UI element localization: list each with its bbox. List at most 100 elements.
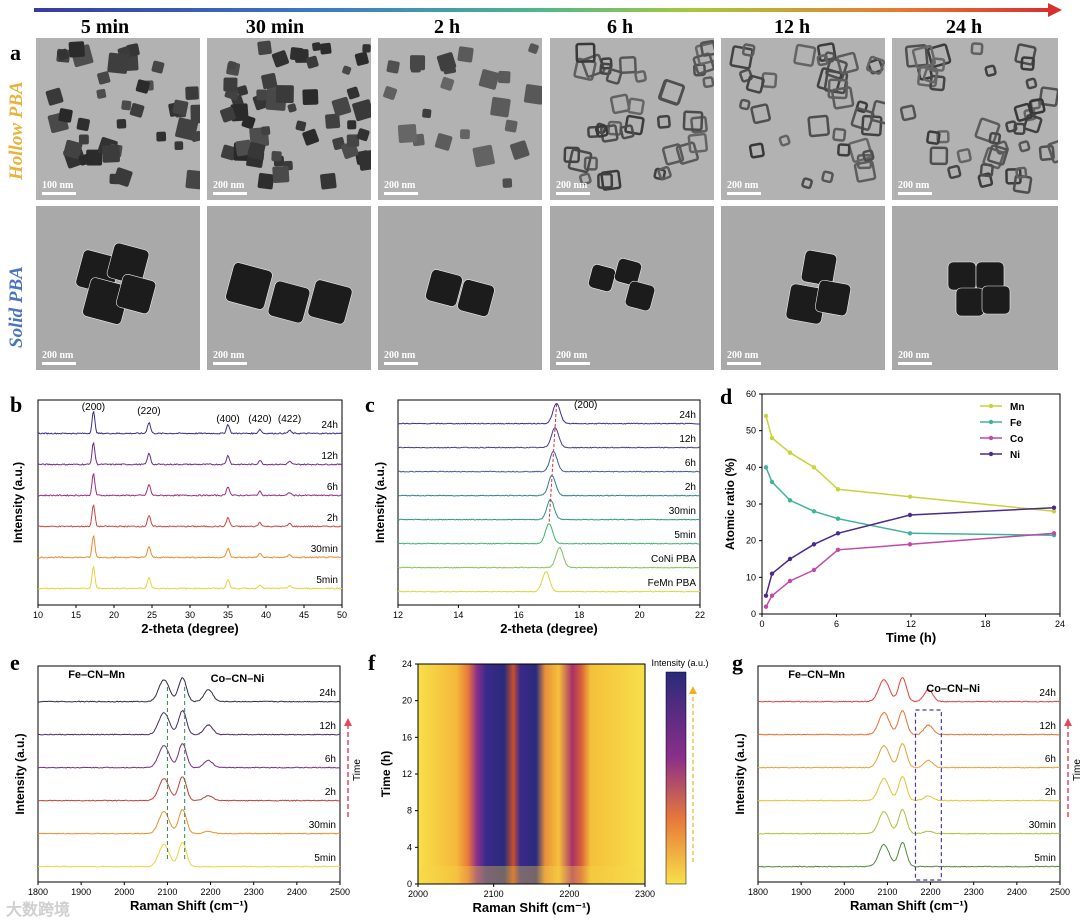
annotation-co-cn-ni: Co–CN–Ni	[926, 683, 980, 695]
tem-particle	[302, 89, 319, 106]
tem-particle	[319, 42, 332, 55]
x-tick-label: 2000	[114, 887, 134, 897]
tem-particle	[807, 114, 830, 138]
annotation-co-cn-ni: Co–CN–Ni	[211, 673, 265, 685]
scale-bar-label: 200 nm	[727, 180, 759, 191]
tem-particle	[699, 39, 714, 57]
tem-particle	[830, 86, 855, 110]
tem-particle	[460, 129, 470, 140]
x-tick-label: 1900	[71, 887, 91, 897]
tem-particle	[261, 73, 278, 90]
tem-particle	[45, 87, 64, 106]
tem-particle	[929, 146, 949, 166]
legend-label: Fe	[1010, 418, 1022, 429]
tem-particle	[692, 52, 714, 75]
legend-marker	[988, 419, 994, 425]
tem-particles	[550, 38, 714, 200]
x-tick-label: 1900	[791, 887, 811, 897]
chart-b-xrd: 10 15 20 25 30 35 40 45 50 2-theta (degree) Intens…	[11, 399, 347, 636]
tem-particle	[741, 43, 756, 57]
tem-particle	[947, 164, 962, 180]
tem-particle	[247, 141, 266, 160]
tem-particles	[207, 38, 371, 200]
scale-bar: 200 nm	[898, 350, 932, 365]
peak-label: (220)	[137, 406, 160, 417]
series-label: 2h	[325, 787, 336, 798]
x-tick-label: 2400	[1007, 887, 1027, 897]
tem-particle	[63, 139, 83, 159]
series-label: FeMn PBA	[648, 578, 697, 589]
tem-particle	[837, 143, 851, 157]
tem-particle	[984, 64, 997, 77]
tem-particle	[346, 134, 360, 147]
series-label: 12h	[679, 434, 696, 445]
time-header-5min: 5 min	[80, 16, 130, 38]
tem-image-hollow-4: 200 nm	[721, 38, 885, 200]
tem-particle	[156, 131, 167, 142]
tem-particle	[567, 148, 593, 174]
legend-label: Ni	[1010, 450, 1020, 461]
tem-particle	[1025, 77, 1038, 90]
plot-frame	[757, 665, 1061, 883]
data-point	[763, 604, 769, 609]
series-line	[398, 403, 701, 425]
x-tick-label: 2100	[877, 887, 897, 897]
tem-particle	[78, 134, 89, 145]
series-label: 30min	[311, 544, 338, 555]
scale-bar-line	[384, 362, 418, 365]
y-axis-label: Intensity (a.u.)	[13, 733, 27, 814]
data-point	[787, 450, 793, 455]
series-label: 24h	[321, 420, 338, 431]
tem-image-solid-2: 200 nm	[378, 206, 542, 370]
scale-bar-label: 200 nm	[727, 350, 759, 361]
tem-particle	[970, 42, 984, 56]
series-line	[757, 743, 1060, 769]
x-tick-label: 2400	[287, 887, 307, 897]
scale-bar: 200 nm	[384, 350, 418, 365]
series-label: 2h	[327, 513, 338, 524]
tem-particle	[922, 67, 939, 84]
y-tick-label: 60	[746, 389, 756, 399]
tem-particle	[271, 50, 289, 68]
tem-particle	[129, 103, 145, 118]
x-tick-label: 0	[759, 619, 764, 629]
scale-bar-label: 200 nm	[42, 350, 74, 361]
tem-particle	[528, 43, 539, 54]
series-label: 30min	[1029, 820, 1056, 831]
tem-particle	[1013, 122, 1026, 135]
x-axis-label: Raman Shift (cm⁻¹)	[472, 900, 590, 915]
panel-letter-e: e	[10, 650, 20, 675]
tem-particle	[827, 78, 849, 100]
scale-bar-label: 100 nm	[42, 180, 74, 191]
tem-particle	[899, 104, 917, 122]
tem-particle	[409, 55, 426, 71]
tem-particle	[657, 79, 685, 106]
tem-particle	[86, 149, 103, 166]
scale-bar: 100 nm	[42, 180, 76, 195]
tem-particle	[800, 249, 838, 287]
annotation-fe-cn-mn: Fe–CN–Mn	[788, 669, 845, 681]
x-tick-label: 30	[185, 610, 195, 620]
tem-background	[550, 38, 714, 200]
tem-particle	[862, 149, 875, 162]
x-tick-label: 45	[299, 610, 309, 620]
time-header-12h: 12 h	[773, 16, 811, 38]
tem-image-solid-4: 200 nm	[721, 206, 885, 370]
series-line	[758, 677, 1060, 703]
series-label: CoNi PBA	[651, 554, 696, 565]
x-tick-label: 6	[834, 619, 839, 629]
tem-particle	[76, 117, 90, 132]
tem-particle	[102, 144, 120, 163]
heatmap-area	[418, 664, 645, 884]
heatmap-bottom-band	[418, 866, 645, 884]
scale-bar-line	[727, 362, 761, 365]
x-axis-label: 2-theta (degree)	[141, 621, 239, 636]
scale-bar-label: 200 nm	[384, 180, 416, 191]
tem-particle	[739, 68, 753, 83]
tem-particle	[434, 133, 453, 151]
data-point	[769, 593, 775, 598]
series-line	[397, 523, 701, 545]
series-label: 30min	[309, 820, 336, 831]
tem-particle	[947, 261, 977, 291]
legend-marker	[988, 403, 994, 409]
